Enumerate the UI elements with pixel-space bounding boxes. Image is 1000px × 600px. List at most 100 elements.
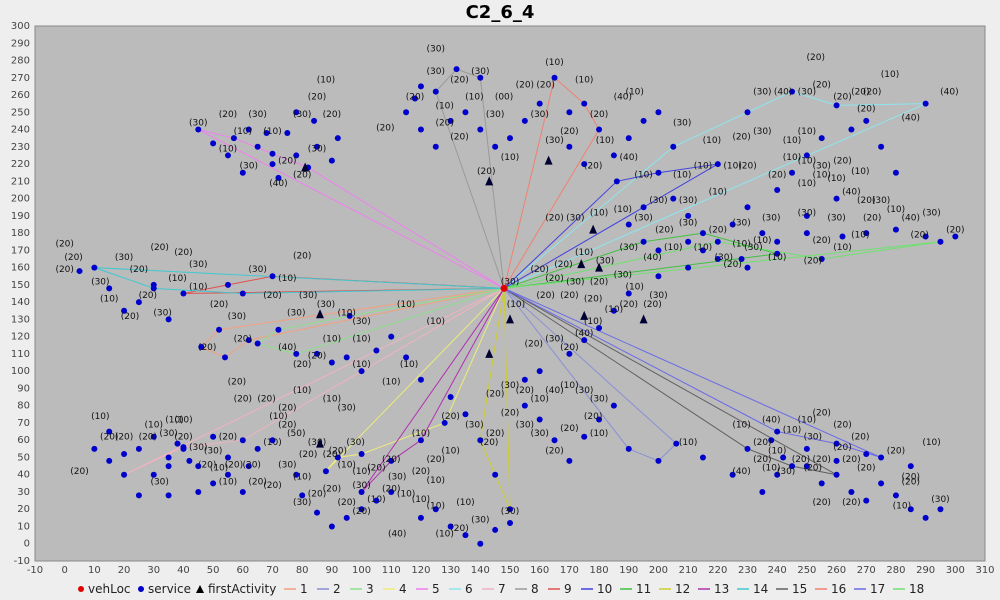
demand-label: (20) [560,424,578,434]
vehloc-legend-marker [78,586,84,592]
x-tick-label: 30 [147,565,160,576]
demand-label: (10) [219,144,237,154]
x-tick-label: 180 [590,565,609,576]
y-tick-label: 90 [17,383,30,394]
service-point [417,126,424,133]
service-point [803,212,810,219]
service-point [462,109,469,116]
service-point [744,109,751,116]
service-point [417,514,424,521]
demand-label: (20) [560,127,578,137]
x-tick-label: 90 [326,565,339,576]
demand-label: (20) [842,498,860,508]
service-point [863,117,870,124]
service-point [477,540,484,547]
service-point [239,437,246,444]
service-point [536,100,543,107]
service-point [507,135,513,142]
demand-label: (20) [278,403,296,413]
demand-label: (20) [139,433,157,443]
service-point [462,532,469,539]
demand-label: (10) [575,248,593,258]
service-point [343,514,350,521]
service-point [417,83,424,90]
demand-label: (20) [323,450,341,460]
y-tick-label: 10 [17,521,30,532]
service-point [477,437,484,444]
service-point [937,506,944,513]
route-line-1 [200,287,505,358]
service-point [848,488,855,495]
demand-label: (30) [762,213,780,223]
demand-label: (10) [768,253,786,263]
demand-label: (20) [851,433,869,443]
demand-label: (10) [887,205,905,215]
demand-label: (30) [590,395,608,405]
service-point [566,109,573,116]
service-point [222,354,228,361]
service-point [299,492,306,499]
service-point [346,312,353,319]
demand-label: (10) [560,381,578,391]
demand-label: (20) [435,119,453,129]
demand-label: (30) [575,386,593,396]
route-legend-label-4: 4 [399,582,407,596]
demand-label: (10) [293,472,311,482]
service-point [186,457,193,464]
demand-label: (20) [590,277,608,287]
service-point [358,368,365,375]
demand-label: (10) [783,136,801,146]
y-tick-label: -10 [14,556,30,567]
service-point [453,66,460,73]
demand-label: (30) [530,110,548,120]
demand-label: (20) [768,170,786,180]
demand-label: (30) [777,467,795,477]
chart-title: C2_6_4 [466,2,535,23]
demand-label: (30) [545,136,563,146]
demand-label: (30) [248,265,266,275]
demand-label: (30) [471,67,489,77]
service-point [269,437,276,444]
service-point [640,204,647,211]
demand-label: (10) [694,243,712,253]
demand-label: (10) [412,495,430,505]
demand-label: (20) [738,162,756,172]
y-tick-label: 190 [11,211,30,222]
demand-label: (20) [198,460,216,470]
service-point [848,126,855,133]
demand-label: (20) [807,53,825,63]
service-point [536,368,543,375]
route-line-5 [198,129,505,289]
demand-label: (20) [450,75,468,85]
demand-label: (20) [337,498,355,508]
service-point [839,233,846,240]
service-point [432,88,439,95]
y-tick-label: 230 [11,142,30,153]
demand-label: (20) [863,87,881,97]
service-point [759,488,766,495]
first-activity-marker [485,176,494,186]
demand-label: (30) [545,334,563,344]
demand-label: (40) [278,343,296,353]
x-tick-label: 280 [886,565,905,576]
demand-label: (10) [427,476,445,486]
demand-label: (30) [804,433,822,443]
route-legend-label-15: 15 [792,582,807,596]
service-point [373,497,380,504]
demand-label: (30) [308,144,326,154]
service-point [655,273,662,280]
x-tick-label: 220 [708,565,727,576]
service-point [195,126,202,133]
route-legend-label-7: 7 [498,582,506,596]
service-point [803,230,810,237]
y-tick-label: 210 [11,176,30,187]
demand-label: (30) [388,472,406,482]
demand-label: (20) [584,412,602,422]
demand-label: (40) [902,113,920,123]
demand-label: (10) [352,334,370,344]
demand-label: (20) [263,481,281,491]
demand-label: (30) [486,110,504,120]
demand-label: (20) [293,251,311,261]
demand-label: (20) [323,110,341,120]
demand-label: (10) [530,395,548,405]
